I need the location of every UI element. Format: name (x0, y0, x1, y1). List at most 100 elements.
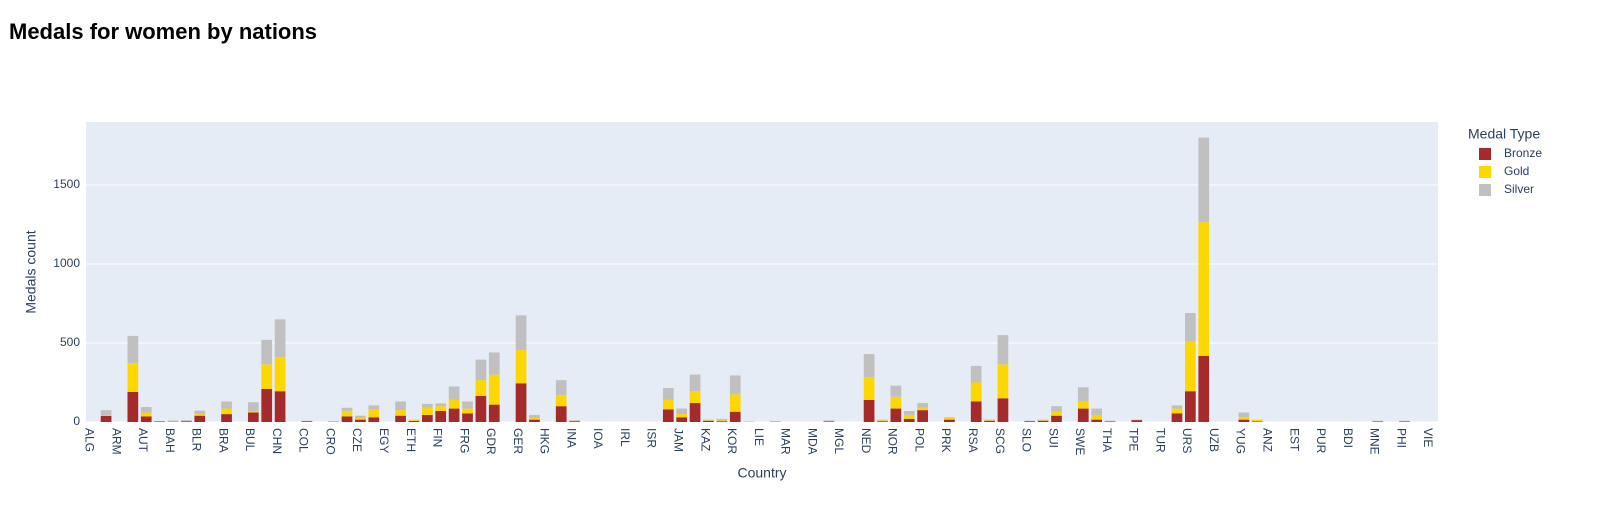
bar-segment (395, 415, 406, 422)
bar-segment (1091, 408, 1103, 416)
bar-segment (475, 395, 487, 422)
x-tick-label: BRA (216, 428, 230, 453)
bar-segment (515, 383, 527, 422)
y-tick-label: 1500 (53, 177, 80, 191)
x-tick-label: JAM (672, 428, 686, 452)
bar-segment (1051, 415, 1062, 422)
bar-segment (1077, 401, 1089, 409)
x-tick-label: ISR (645, 428, 659, 448)
bar-segment (100, 410, 112, 416)
bar-segment (529, 419, 540, 422)
bar-segment (261, 364, 273, 389)
bar-segment (261, 388, 273, 422)
bar-segment (355, 415, 366, 419)
bar-segment (676, 408, 688, 415)
legend-label: Bronze (1504, 146, 1542, 160)
bar-segment (462, 413, 473, 422)
bar-segment (488, 374, 500, 405)
bar-segment (863, 399, 875, 422)
bar-segment (555, 395, 567, 407)
bar-segment (877, 420, 888, 422)
x-tick-label: ARM (109, 428, 123, 455)
bar-segment (435, 403, 447, 407)
x-tick-label: AUT (136, 428, 150, 453)
bar-segment (1051, 411, 1062, 416)
x-tick-label: RSA (966, 428, 980, 453)
bar-segment (1051, 406, 1062, 412)
bar-segment (716, 420, 728, 422)
x-tick-label: LIE (752, 428, 766, 446)
legend-title: Medal Type (1468, 126, 1540, 142)
bar-segment (729, 411, 741, 422)
bar-segment (676, 414, 688, 418)
x-tick-label: INA (564, 428, 578, 448)
plot-area (86, 122, 1438, 422)
x-tick-label: PUR (1314, 428, 1328, 454)
bar-segment (408, 420, 420, 422)
bar-segment (555, 406, 567, 422)
bar-segment (877, 419, 888, 421)
bar-segment (863, 354, 875, 377)
x-tick-label: VIE (1421, 428, 1435, 447)
bar-segment (488, 352, 500, 375)
bar-segment (984, 419, 995, 421)
x-tick-label: BUL (243, 428, 257, 452)
bar-segment (917, 407, 928, 411)
bar-segment (448, 408, 460, 422)
bar-segment (689, 391, 701, 404)
bar-segment (877, 421, 888, 422)
bar-segment (301, 421, 313, 422)
bar-segment (1037, 420, 1049, 422)
bar-segment (917, 410, 928, 422)
bar-segment (944, 419, 955, 422)
bar-segment (970, 365, 982, 383)
y-tick-label: 500 (60, 335, 80, 349)
bar-segment (274, 357, 286, 392)
bar-segment (194, 414, 206, 416)
bar-segment (1171, 405, 1183, 409)
x-tick-label: MGL (832, 428, 846, 454)
x-tick-label: TUR (1153, 428, 1167, 453)
x-tick-label: SUI (1046, 428, 1060, 448)
bar-segment (689, 403, 701, 422)
bar-segment (127, 335, 139, 364)
bar-segment (341, 407, 353, 411)
x-tick-label: EST (1287, 428, 1301, 452)
bar-segment (890, 396, 902, 409)
bar-segment (662, 388, 674, 400)
bar-segment (140, 406, 152, 413)
bar-segment (970, 382, 982, 402)
bar-segment (1198, 355, 1210, 422)
x-tick-label: ANZ (1261, 428, 1275, 452)
x-axis-title: Country (737, 465, 786, 481)
bar-segment (127, 391, 139, 422)
bar-segment (676, 417, 688, 422)
bar-segment (823, 421, 835, 422)
bar-segment (903, 418, 915, 422)
bar-segment (221, 414, 232, 422)
x-tick-label: NOR (886, 428, 900, 455)
y-tick-label: 0 (73, 414, 80, 428)
bar-segment (1238, 419, 1250, 422)
bar-segment (247, 412, 259, 422)
bar-segment (448, 386, 460, 400)
bar-segment (140, 412, 152, 417)
bar-segment (368, 405, 380, 410)
bar-segment (1198, 137, 1210, 223)
bar-segment (1037, 419, 1049, 421)
bar-segment (221, 408, 232, 415)
x-tick-label: HKG (538, 428, 552, 454)
x-tick-label: FIN (431, 428, 445, 447)
bar-segment (890, 408, 902, 422)
x-tick-label: MAR (779, 428, 793, 455)
bar-segment (100, 415, 112, 422)
bar-segment (1171, 413, 1183, 422)
bar-segment (529, 418, 540, 420)
x-tick-label: ETH (404, 428, 418, 452)
x-tick-label: URS (1180, 428, 1194, 453)
bar-segment (984, 420, 995, 422)
bar-segment (1077, 387, 1089, 402)
x-tick-label: CZE (350, 428, 364, 452)
bar-segment (488, 404, 500, 422)
bar-segment (703, 419, 714, 421)
